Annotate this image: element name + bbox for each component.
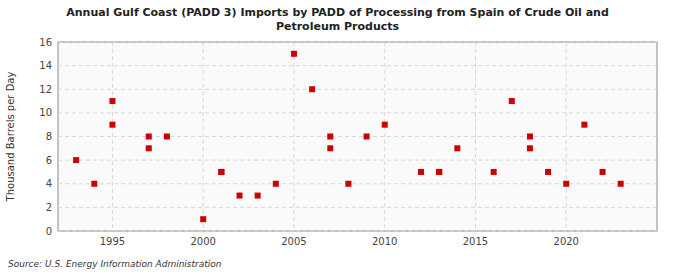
point: [164, 134, 170, 140]
y-grid-line: [58, 65, 657, 66]
x-tick-label: 2000: [190, 236, 215, 247]
point: [291, 51, 297, 57]
point: [237, 193, 243, 199]
point: [146, 134, 152, 140]
y-grid-line: [58, 112, 657, 113]
point: [418, 169, 424, 175]
y-grid-line: [58, 42, 657, 43]
point: [345, 181, 351, 187]
y-tick-label: 6: [46, 155, 52, 166]
x-grid-line: [475, 42, 476, 231]
chart: Annual Gulf Coast (PADD 3) Imports by PA…: [0, 0, 675, 275]
point: [273, 181, 279, 187]
y-tick-label: 12: [39, 84, 52, 95]
x-grid-line: [203, 42, 204, 231]
point: [382, 122, 388, 128]
point: [218, 169, 224, 175]
point: [218, 169, 224, 175]
x-tick-label: 2010: [372, 236, 397, 247]
point: [527, 145, 533, 151]
x-grid-line: [566, 42, 567, 231]
point: [491, 169, 497, 175]
points: [73, 51, 624, 222]
point: [327, 134, 333, 140]
point: [109, 122, 115, 128]
y-grid-line: [58, 89, 657, 90]
y-grid-line: [58, 207, 657, 208]
plot-frame: [58, 42, 657, 231]
y-grid-line: [58, 160, 657, 161]
y-tick-label: 14: [39, 60, 52, 71]
point: [200, 216, 206, 222]
point: [527, 134, 533, 140]
x-tick-label: 1995: [100, 236, 125, 247]
point: [436, 169, 442, 175]
x-grid-line: [293, 42, 294, 231]
x-grid-line: [384, 42, 385, 231]
point: [509, 98, 515, 104]
y-tick-label: 10: [39, 107, 52, 118]
y-tick-label: 0: [46, 226, 52, 237]
point: [309, 86, 315, 92]
point: [563, 181, 569, 187]
title: Annual Gulf Coast (PADD 3) Imports by PA…: [66, 6, 609, 33]
y-grid-line: [58, 231, 657, 232]
point: [146, 145, 152, 151]
point: [255, 193, 261, 199]
point: [581, 122, 587, 128]
point: [327, 145, 333, 151]
x-tick-label: 2020: [554, 236, 579, 247]
point: [545, 169, 551, 175]
point: [109, 98, 115, 104]
point: [600, 169, 606, 175]
point: [454, 145, 460, 151]
y-tick-label: 2: [46, 202, 52, 213]
x-tick-label: 2015: [463, 236, 488, 247]
point: [73, 157, 79, 163]
x-tick-label: 2005: [281, 236, 306, 247]
point: [91, 181, 97, 187]
y-tick-label: 4: [46, 178, 52, 189]
y-tick-label: 8: [46, 131, 52, 142]
point: [436, 169, 442, 175]
y-axis-label: Thousand Barrels per Day: [5, 72, 16, 203]
point: [618, 181, 624, 187]
source-note: Source: U.S. Energy Information Administ…: [8, 259, 222, 269]
x-grid-line: [112, 42, 113, 231]
y-tick-label: 16: [39, 37, 52, 48]
point: [364, 134, 370, 140]
